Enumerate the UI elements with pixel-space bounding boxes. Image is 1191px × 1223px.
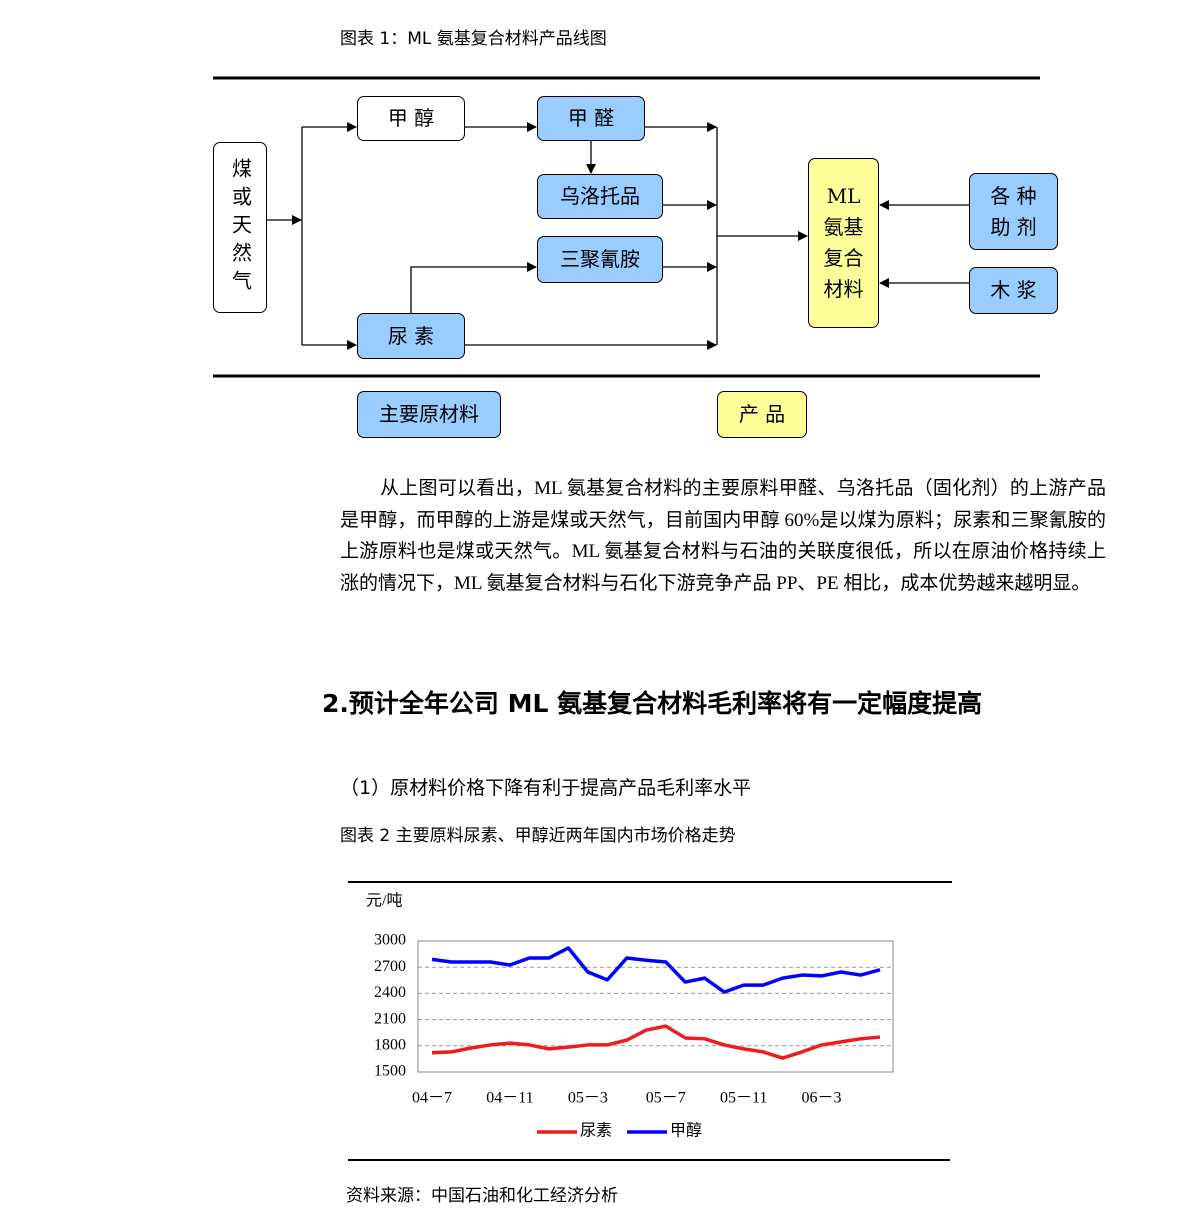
paragraph: 从上图可以看出，ML 氨基复合材料的主要原料甲醛、乌洛托品（固化剂）的上游产品是… bbox=[340, 478, 1106, 594]
node-line: 材料 bbox=[823, 277, 864, 301]
y-axis-label: 元/吨 bbox=[366, 892, 402, 910]
node-line: 各 种 bbox=[990, 183, 1037, 208]
legend-label: 尿素 bbox=[580, 1122, 612, 1140]
x-tick-label: 05－11 bbox=[720, 1090, 767, 1107]
node-line: 氨基 bbox=[823, 215, 864, 239]
plot-frame bbox=[417, 940, 894, 1073]
chart-rules bbox=[348, 881, 952, 1161]
y-tick-label: 1800 bbox=[374, 1036, 406, 1053]
y-tick-label: 1500 bbox=[374, 1063, 406, 1080]
y-tick-label: 2100 bbox=[374, 1010, 406, 1027]
x-tick-label: 04－11 bbox=[486, 1090, 533, 1107]
node: 煤或天然气 bbox=[213, 142, 267, 313]
node: 乌洛托品 bbox=[537, 174, 663, 219]
chart: 元/吨 1500 1800 2100 2400 2700 3000 04－7 04－11 05－3… bbox=[366, 892, 894, 1140]
x-tick-label: 05－7 bbox=[646, 1090, 686, 1107]
node: 木 浆 bbox=[969, 267, 1058, 314]
y-tick-label: 3000 bbox=[374, 932, 406, 949]
legend-item: 主要原材料 bbox=[357, 391, 501, 438]
legend-label: 甲醇 bbox=[670, 1122, 702, 1140]
y-tick-label: 2400 bbox=[374, 984, 406, 1001]
node: 尿 素 bbox=[357, 313, 465, 359]
figure-caption: 图表 1：ML 氨基复合材料产品线图 bbox=[340, 29, 607, 49]
x-tick-label: 06－3 bbox=[802, 1090, 842, 1107]
node-line: ML bbox=[826, 184, 861, 208]
line-series bbox=[431, 1024, 881, 1060]
node: 甲 醇 bbox=[357, 96, 465, 141]
node-line: 助 剂 bbox=[990, 214, 1037, 239]
x-tick-label: 05－3 bbox=[568, 1090, 608, 1107]
diagram-connectors bbox=[213, 76, 1040, 378]
figure-caption: 图表 2 主要原料尿素、甲醇近两年国内市场价格走势 bbox=[340, 826, 736, 846]
heading: 2.预计全年公司 ML 氨基复合材料毛利率将有一定幅度提高 bbox=[322, 689, 983, 718]
x-tick-label: 04－7 bbox=[412, 1090, 452, 1107]
line-series bbox=[431, 946, 881, 994]
node-line: 复合 bbox=[823, 246, 864, 270]
node: 各 种 助 剂 bbox=[969, 173, 1058, 250]
node: 甲 醛 bbox=[537, 96, 645, 141]
legend-item: 产 品 bbox=[717, 391, 807, 438]
node: ML 氨基 复合 材料 bbox=[808, 158, 879, 328]
node: 三聚氰胺 bbox=[537, 236, 663, 283]
subheading: （1）原材料价格下降有利于提高产品毛利率水平 bbox=[340, 777, 752, 799]
source-note: 资料来源：中国石油和化工经济分析 bbox=[346, 1186, 618, 1206]
y-tick-label: 2700 bbox=[374, 958, 406, 975]
